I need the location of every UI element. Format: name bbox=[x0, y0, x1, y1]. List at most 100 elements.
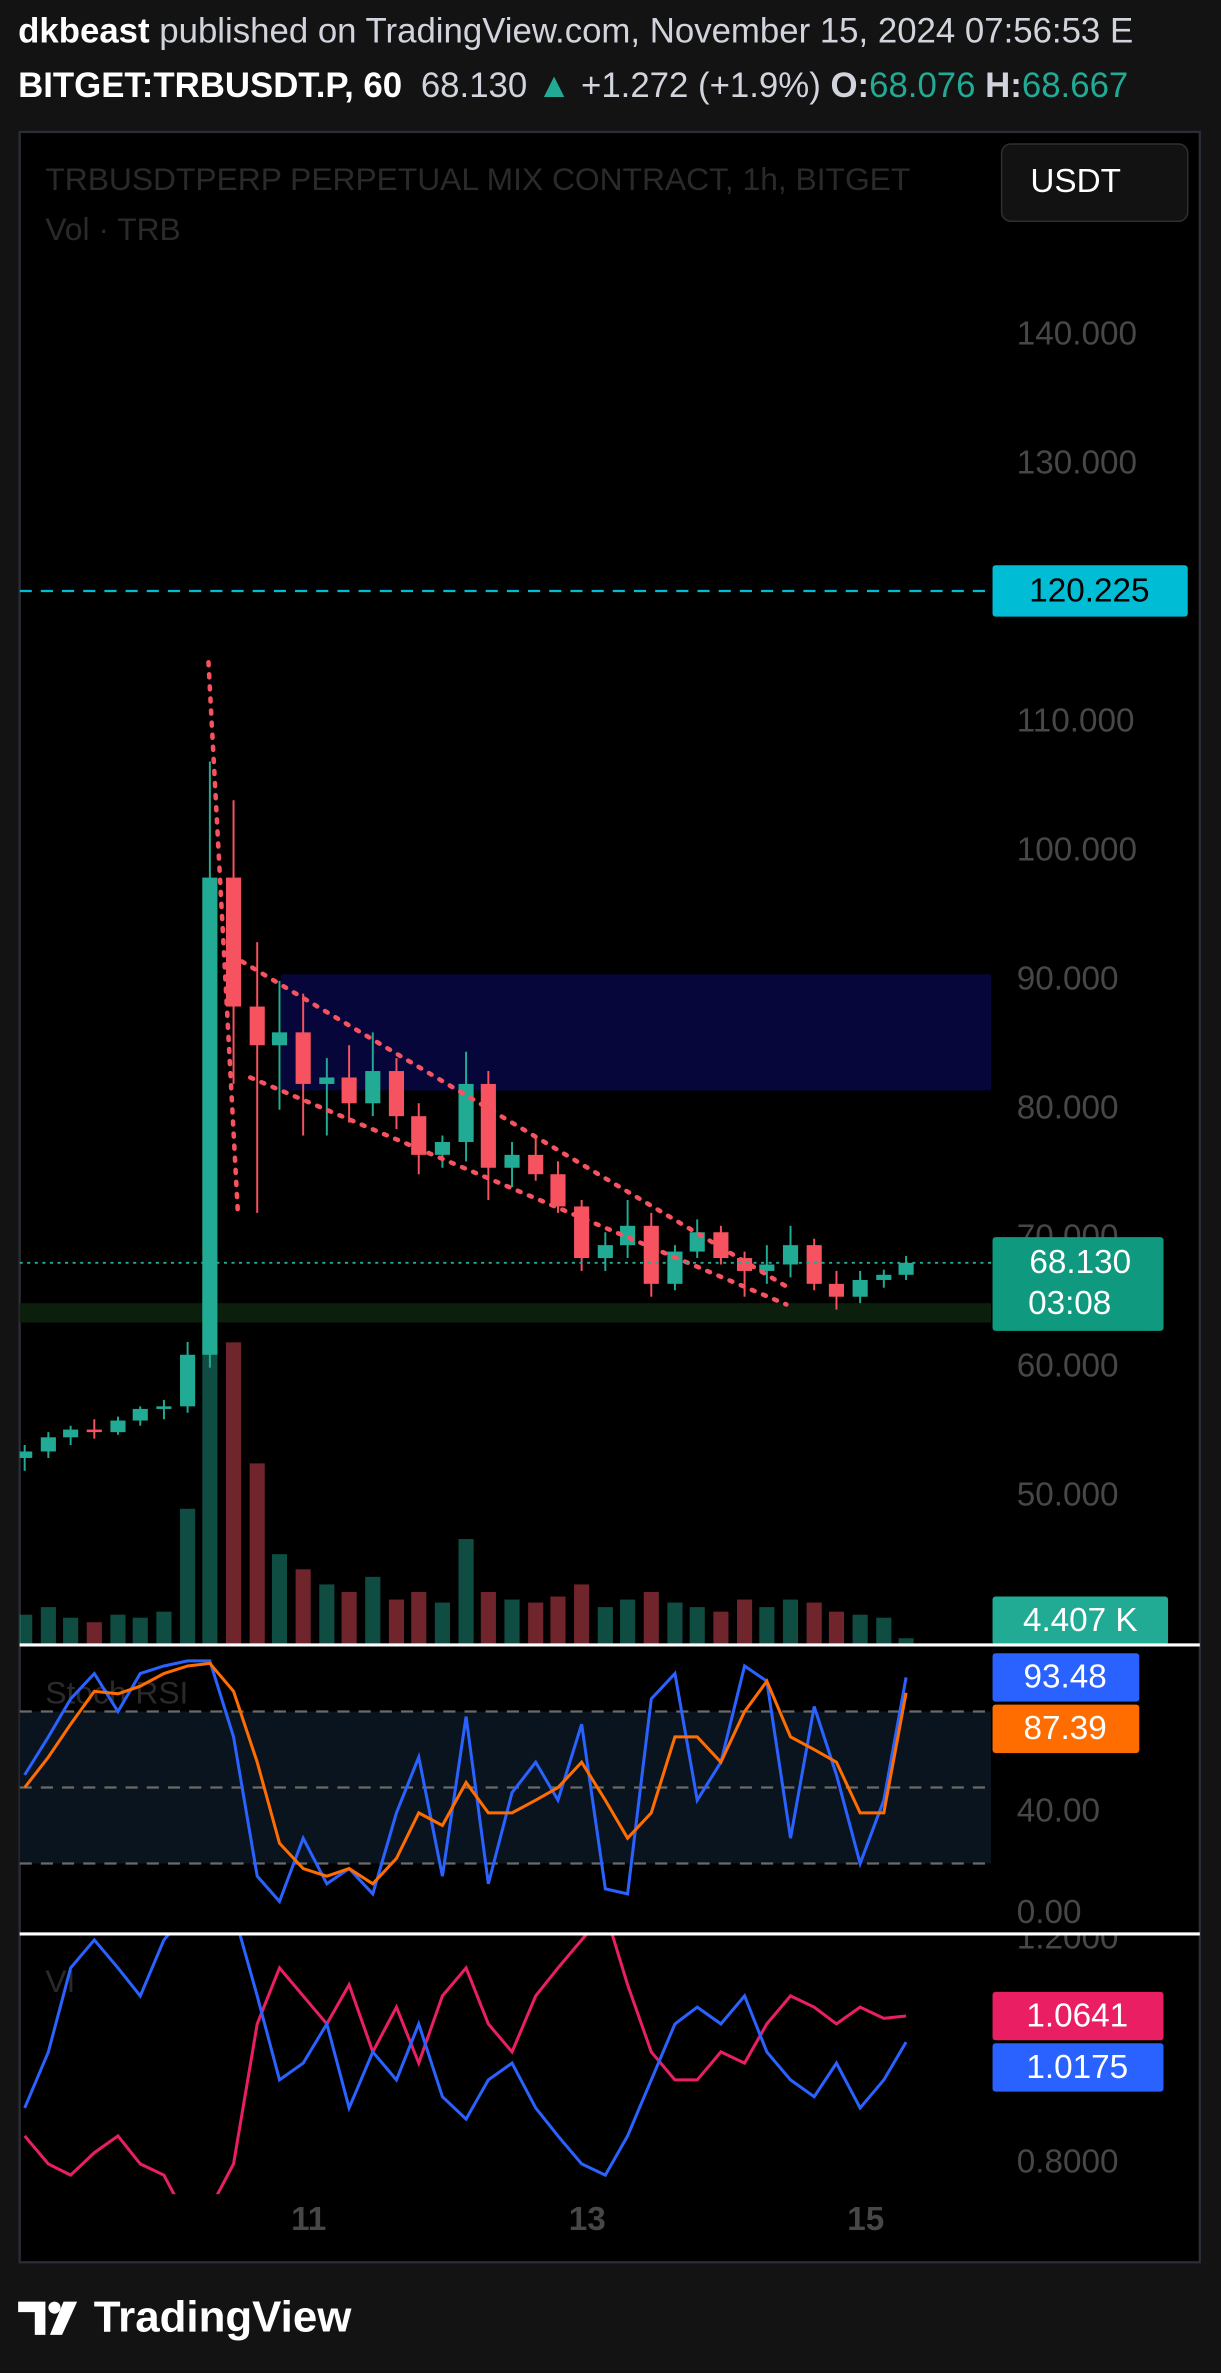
volume-bar bbox=[852, 1614, 868, 1645]
change: +1.272 (+1.9%) bbox=[581, 67, 821, 105]
open-label: O: bbox=[830, 67, 869, 105]
volume-bar bbox=[110, 1614, 126, 1645]
value-label: 1.0641 bbox=[1026, 1997, 1128, 2034]
volume-bar bbox=[643, 1591, 659, 1645]
y-tick-label: 140.000 bbox=[1017, 316, 1137, 353]
candle-body bbox=[180, 1354, 196, 1407]
volume-bar bbox=[782, 1599, 799, 1645]
candle-body bbox=[852, 1279, 868, 1297]
last-price-label: 68.130 bbox=[1029, 1244, 1131, 1281]
candle-body bbox=[40, 1437, 56, 1452]
candle-body bbox=[782, 1245, 799, 1265]
logo-icon bbox=[18, 2301, 46, 2335]
value-label: 1.0175 bbox=[1026, 2049, 1128, 2086]
volume-bar bbox=[63, 1617, 79, 1645]
x-tick-label: 13 bbox=[569, 2201, 606, 2238]
published: published on TradingView.com, November 1… bbox=[159, 13, 1133, 51]
volume-bar bbox=[19, 1614, 33, 1645]
volume-bar bbox=[574, 1584, 590, 1645]
high-label: H: bbox=[985, 67, 1022, 105]
y-tick-label: 130.000 bbox=[1017, 445, 1137, 482]
countdown-label: 03:08 bbox=[1028, 1285, 1111, 1322]
candle-body bbox=[434, 1141, 450, 1155]
volume-bar bbox=[319, 1584, 335, 1645]
volume-bar bbox=[434, 1602, 450, 1645]
value-label: 87.39 bbox=[1024, 1710, 1107, 1747]
zone bbox=[19, 1303, 992, 1323]
volume-bar bbox=[713, 1611, 729, 1645]
candle-body bbox=[365, 1071, 381, 1104]
series-line bbox=[23, 1935, 908, 2178]
candle-body bbox=[411, 1116, 427, 1155]
logo-icon-slash bbox=[49, 2301, 78, 2335]
volume-bar bbox=[528, 1602, 544, 1645]
currency-button[interactable] bbox=[1000, 143, 1189, 222]
candle-body bbox=[86, 1429, 102, 1433]
value-label-box bbox=[992, 1991, 1164, 2041]
candle-body bbox=[249, 1006, 265, 1046]
volume-bar bbox=[898, 1638, 914, 1645]
y-tick-label: 40.00 bbox=[1017, 1793, 1100, 1830]
author: dkbeast bbox=[18, 13, 150, 51]
volume-bar bbox=[597, 1607, 613, 1645]
candle-body bbox=[341, 1077, 357, 1104]
level-label-box bbox=[992, 565, 1188, 617]
x-tick-label: 11 bbox=[291, 2201, 326, 2238]
trendline bbox=[239, 959, 789, 1289]
pane: 50.00060.00070.00080.00090.000100.000110… bbox=[19, 161, 1188, 1645]
y-tick-label: 50.000 bbox=[1017, 1476, 1119, 1513]
candle-body bbox=[876, 1274, 892, 1280]
candle-body bbox=[550, 1174, 566, 1207]
volume-bar bbox=[132, 1617, 148, 1645]
value-label-box bbox=[992, 1704, 1140, 1754]
candle-body bbox=[225, 877, 242, 1007]
price: 68.130 bbox=[421, 67, 527, 105]
volume-bar bbox=[365, 1576, 381, 1645]
value-label-box bbox=[992, 1653, 1140, 1702]
publish-line: dkbeast published on TradingView.com, No… bbox=[18, 13, 1133, 51]
volume-bar bbox=[180, 1508, 196, 1645]
y-tick-label: 1.2000 bbox=[1017, 1920, 1119, 1957]
volume-bar bbox=[86, 1622, 102, 1645]
candle-body bbox=[759, 1264, 775, 1271]
y-tick-label: 100.000 bbox=[1017, 832, 1137, 869]
y-tick-label: 0.8000 bbox=[1017, 2144, 1119, 2181]
volume-bar bbox=[667, 1602, 683, 1645]
candle-body bbox=[643, 1225, 659, 1284]
volume-bar bbox=[806, 1602, 822, 1645]
logo-text: TradingView bbox=[94, 2292, 352, 2341]
volume-bar bbox=[295, 1569, 311, 1645]
symbol-line: BITGET:TRBUSDT.P, 60 68.130 ▲ +1.272 (+1… bbox=[18, 67, 1128, 105]
currency-button-label: USDT bbox=[1030, 163, 1121, 200]
candle-body bbox=[528, 1154, 544, 1175]
last-price-box bbox=[992, 1237, 1164, 1331]
candle-body bbox=[110, 1420, 126, 1433]
volume-bar bbox=[341, 1591, 357, 1645]
series-line bbox=[23, 1661, 908, 1886]
volume-bar bbox=[225, 1342, 242, 1645]
pane-subtitle: Vol · TRB bbox=[45, 211, 180, 247]
candle-body bbox=[19, 1451, 33, 1458]
candle-body bbox=[63, 1429, 79, 1438]
volume-bar bbox=[828, 1611, 845, 1645]
candle-body bbox=[156, 1406, 172, 1409]
y-tick-label: 80.000 bbox=[1017, 1090, 1119, 1127]
volume-bar bbox=[480, 1591, 496, 1645]
volume-bar bbox=[689, 1607, 705, 1645]
volume-bar bbox=[550, 1596, 566, 1645]
y-tick-label: 90.000 bbox=[1017, 961, 1119, 998]
candle-body bbox=[202, 877, 218, 1355]
change-arrow: ▲ bbox=[537, 67, 571, 105]
high-value: 68.667 bbox=[1022, 67, 1128, 105]
volume-bar bbox=[411, 1591, 427, 1645]
candle-body bbox=[898, 1262, 914, 1275]
open-value: 68.076 bbox=[869, 67, 975, 105]
candle-body bbox=[597, 1245, 613, 1259]
volume-bar bbox=[504, 1599, 520, 1645]
candle-body bbox=[667, 1251, 683, 1284]
volume-bar bbox=[271, 1554, 288, 1645]
pane-title: TRBUSDTPERP PERPETUAL MIX CONTRACT, 1h, … bbox=[45, 161, 910, 197]
